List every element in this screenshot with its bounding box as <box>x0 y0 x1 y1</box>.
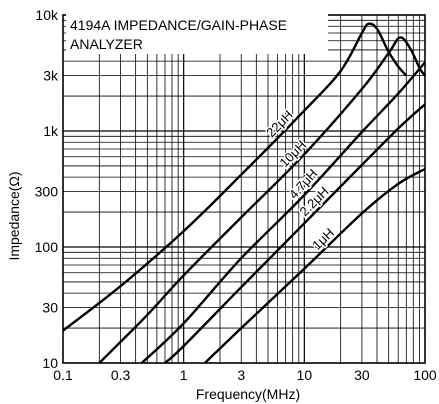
curve-1H <box>204 167 426 364</box>
x-tick-label: 30 <box>354 367 370 383</box>
x-tick-label: 0.3 <box>111 367 131 383</box>
curve-label-group: 1μH <box>308 224 339 255</box>
chart-grid <box>63 15 425 363</box>
x-tick-label: 100 <box>413 367 437 383</box>
x-tick-labels: 0.1 0.3 1 3 10 30 100 <box>53 367 437 383</box>
x-tick-label: 10 <box>297 367 313 383</box>
plot-border <box>62 14 426 364</box>
y-tick-label: 30 <box>42 300 58 316</box>
x-tick-label: 0.1 <box>53 367 73 383</box>
y-tick-labels: 10 30 100 300 1k 3k 10k <box>35 7 59 371</box>
analyzer-note-line-2: ANALYZER <box>70 36 143 52</box>
y-tick-label: 100 <box>35 239 59 255</box>
plot-frame <box>62 14 426 364</box>
chart-curves <box>62 22 426 364</box>
analyzer-note-line-1: 4194A IMPEDANCE/GAIN-PHASE <box>70 17 287 33</box>
y-tick-label: 10 <box>42 355 58 371</box>
curve-2-2H <box>164 103 426 364</box>
y-tick-label: 300 <box>35 184 59 200</box>
y-tick-label: 10k <box>35 7 59 23</box>
x-tick-label: 1 <box>180 367 188 383</box>
y-tick-label: 1k <box>43 123 59 139</box>
x-axis-title: Frequency(MHz) <box>196 386 300 402</box>
curve-10H <box>98 36 426 364</box>
curve-label: 1μH <box>309 225 337 253</box>
curve-4-7H <box>140 61 426 364</box>
x-tick-label: 3 <box>237 367 245 383</box>
analyzer-note-background <box>66 12 328 54</box>
y-tick-label: 3k <box>43 68 59 84</box>
y-axis-title: Impedance(Ω) <box>6 171 22 260</box>
